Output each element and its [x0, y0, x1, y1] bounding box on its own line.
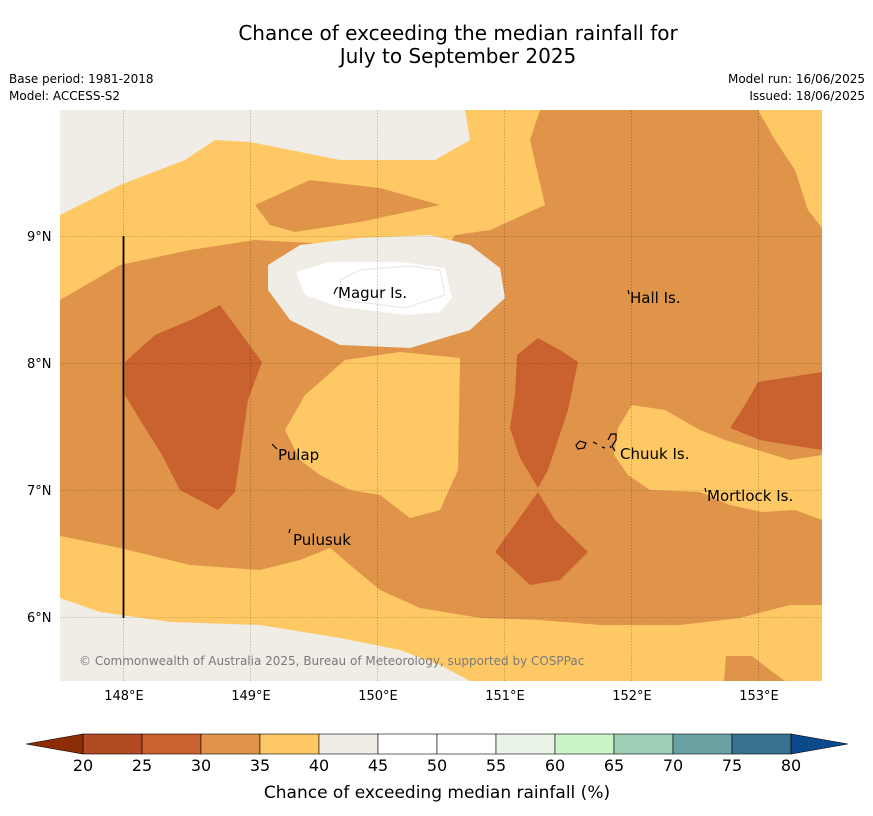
label-mortlock: Mortlock Is. [707, 487, 793, 505]
colorbar-segment [141, 733, 202, 755]
map-title: Chance of exceeding the median rainfall … [0, 22, 873, 68]
region-25-30-central [510, 338, 578, 488]
colorbar-segment [259, 733, 320, 755]
colorbar-tick-label: 60 [545, 756, 565, 775]
colorbar-tick-label: 20 [73, 756, 93, 775]
lat-tick: 6°N [27, 611, 52, 626]
islands [271, 286, 707, 534]
colorbar-segment [672, 733, 733, 755]
island-pulusuk [288, 528, 291, 534]
region-25-30-east [730, 372, 822, 450]
island-pulap [271, 443, 278, 450]
lon-tick: 151°E [485, 689, 525, 704]
colorbar-segment [200, 733, 261, 755]
colorbar-segment [82, 733, 143, 755]
lat-axis: 9°N 8°N 7°N 6°N [27, 230, 52, 626]
colorbar-tick-label: 50 [427, 756, 447, 775]
colorbar-segment [613, 733, 674, 755]
colorbar-tick-label: 80 [781, 756, 801, 775]
label-pulusuk: Pulusuk [293, 531, 351, 549]
colorbar-tick-label: 30 [191, 756, 211, 775]
region-40-45-northwest [60, 110, 470, 215]
colorbar-tick-label: 45 [368, 756, 388, 775]
region-35-40-east [614, 405, 822, 520]
region-30-35-north-patch [255, 180, 440, 232]
lat-tick: 7°N [27, 484, 52, 499]
lon-tick: 152°E [612, 689, 652, 704]
lon-tick: 149°E [231, 689, 271, 704]
lon-tick: 148°E [104, 689, 144, 704]
model-name: Model: ACCESS-S2 [9, 89, 121, 103]
label-chuuk: Chuuk Is. [620, 445, 689, 463]
title-line-1: Chance of exceeding the median rainfall … [238, 21, 678, 45]
region-35-40-northeast [758, 110, 822, 228]
colorbar-labels: 20 25 30 35 40 45 50 55 60 65 70 75 80 [73, 756, 801, 775]
lat-tick: 8°N [27, 357, 52, 372]
label-hall: Hall Is. [630, 289, 681, 307]
region-40-45-southwest [60, 598, 470, 681]
colorbar-tick-label: 25 [132, 756, 152, 775]
meta-right: Model run: 16/06/2025 Issued: 18/06/2025 [728, 71, 865, 105]
colorbar-tick-label: 35 [250, 756, 270, 775]
colorbar-segment [495, 733, 556, 755]
island-chuuk [575, 433, 617, 452]
issued-date: Issued: 18/06/2025 [749, 89, 865, 103]
region-30-35-southeast [724, 656, 785, 681]
island-mortlock [704, 487, 707, 493]
colorbar-segment [554, 733, 615, 755]
colorbar-tick-label: 70 [663, 756, 683, 775]
region-25-30-west [125, 305, 262, 510]
colorbar-tick-label: 75 [722, 756, 742, 775]
base-period: Base period: 1981-2018 [9, 72, 154, 86]
colorbar-segment [436, 733, 497, 755]
label-pulap: Pulap [278, 446, 319, 464]
model-run: Model run: 16/06/2025 [727, 72, 865, 86]
colorbar-tick-label: 65 [604, 756, 624, 775]
colorbar-extend-low [25, 733, 84, 755]
label-magur: Magur Is. [338, 284, 407, 302]
colorbar-tick-label: 40 [309, 756, 329, 775]
copyright-notice: © Commonwealth of Australia 2025, Bureau… [79, 654, 584, 668]
colorbar-segment [731, 733, 792, 755]
lon-axis: 148°E 149°E 150°E 151°E 152°E 153°E [104, 689, 779, 704]
lon-tick: 153°E [739, 689, 779, 704]
meta-left: Base period: 1981-2018 Model: ACCESS-S2 [9, 71, 154, 105]
colorbar-tick-label: 55 [486, 756, 506, 775]
island-magur [333, 286, 339, 295]
colorbar [25, 733, 849, 755]
lat-tick: 9°N [27, 230, 52, 245]
title-line-2: July to September 2025 [339, 44, 577, 68]
inner-contour [339, 265, 446, 309]
colorbar-segment [318, 733, 379, 755]
map-area: Magur Is. Hall Is. Pulap Chuuk Is. Mortl… [60, 110, 822, 681]
region-35-40-central [285, 352, 460, 518]
island-hall [627, 289, 630, 295]
region-25-30-south [495, 492, 588, 585]
colorbar-extend-high [790, 733, 849, 755]
lon-tick: 150°E [358, 689, 398, 704]
colorbar-title: Chance of exceeding median rainfall (%) [264, 783, 610, 803]
colorbar-segment [377, 733, 438, 755]
region-45-50-magur-core [296, 262, 452, 315]
